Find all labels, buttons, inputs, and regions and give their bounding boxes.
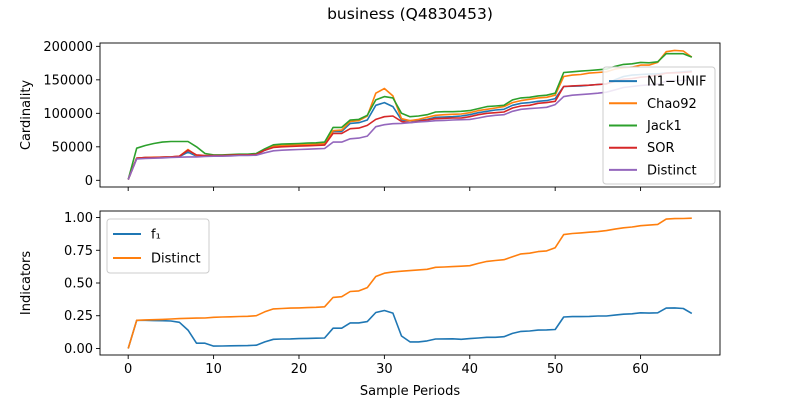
panel-indicators: 0.00 0.25 0.50 0.75 1.00 0 10 20 30 40 50 60 Indicat… — [19, 210, 721, 377]
series-line-distinct — [127, 79, 692, 180]
panel-cardinality: 0 50000 100000 150000 200000 Cardinality N1−UN… — [19, 40, 721, 191]
legend-box — [106, 218, 210, 274]
y-tick-label: 1.00 — [64, 211, 93, 226]
series-line-distinct — [127, 217, 692, 349]
legend-label: SOR — [647, 141, 675, 156]
y-tick-label: 200000 — [43, 40, 93, 55]
legend: f₁ Distinct — [106, 218, 210, 274]
y-tick-label: 0.00 — [64, 342, 93, 357]
legend-label: Distinct — [647, 163, 697, 178]
x-tick-label: 20 — [291, 362, 308, 377]
legend-label: Distinct — [151, 252, 201, 267]
y-tick-label: 0.25 — [64, 309, 93, 324]
x-tick-label: 40 — [462, 362, 479, 377]
y-axis-label: Indicators — [19, 251, 34, 315]
series-line-f- — [127, 307, 693, 349]
x-tick-label: 0 — [124, 362, 132, 377]
y-axis-label: Cardinality — [19, 80, 34, 151]
x-tick-label: 30 — [376, 362, 393, 377]
x-tick-label: 50 — [547, 362, 564, 377]
y-tick-label: 0.50 — [64, 277, 93, 292]
legend-label: N1−UNIF — [647, 75, 706, 90]
legend-label: Jack1 — [646, 119, 682, 134]
y-tick-label: 150000 — [43, 73, 93, 88]
legend: N1−UNIF Chao92 Jack1 SOR Distinct — [602, 66, 716, 185]
legend-box — [602, 66, 716, 185]
x-tick-label: 10 — [205, 362, 222, 377]
x-tick-label: 60 — [632, 362, 649, 377]
chart-title: business (Q4830453) — [327, 5, 493, 23]
y-tick-label: 50000 — [52, 140, 93, 155]
legend-label: Chao92 — [647, 97, 697, 112]
x-axis-label: Sample Periods — [360, 384, 460, 399]
legend-label: f₁ — [151, 228, 161, 243]
y-tick-label: 0.75 — [64, 244, 93, 259]
y-tick-label: 100000 — [43, 107, 93, 122]
y-tick-label: 0 — [85, 174, 93, 189]
plot-frame — [99, 42, 721, 188]
